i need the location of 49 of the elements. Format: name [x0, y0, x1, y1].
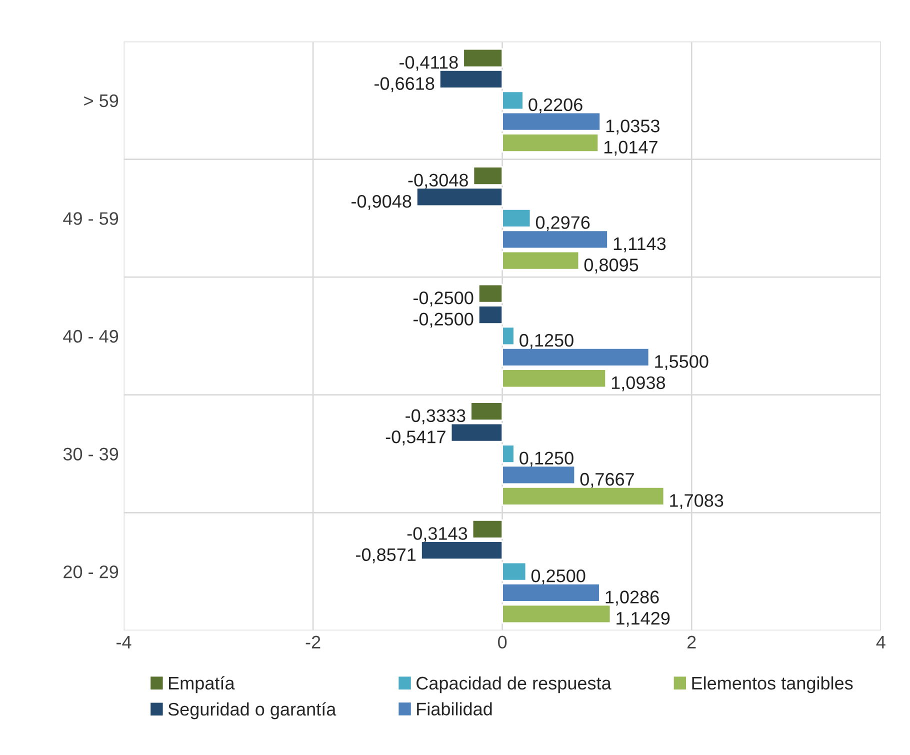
data-label: 0,8095: [584, 258, 638, 274]
data-label: 1,0938: [612, 376, 666, 392]
data-label: 1,5500: [655, 355, 708, 370]
bar: [502, 486, 665, 506]
data-label: 1,1429: [616, 612, 670, 627]
data-label: 1,0147: [604, 140, 658, 156]
x-tick-label: -4: [116, 636, 132, 648]
x-tick-label: 0: [498, 636, 507, 649]
data-label: -0,6618: [374, 77, 434, 92]
data-label: -0,9048: [352, 194, 412, 210]
data-label: 0,1250: [520, 452, 574, 467]
y-tick-label: 49 - 59: [63, 212, 118, 225]
data-label: -0,3048: [408, 174, 468, 189]
legend-label: Elementos tangibles: [692, 676, 853, 694]
legend-label: Seguridad o garantía: [168, 702, 336, 720]
data-label: -0,2500: [414, 312, 474, 328]
data-label: 0,1250: [520, 334, 574, 349]
bar: [462, 48, 504, 68]
data-label: 1,0286: [606, 590, 659, 606]
data-label: -0,3333: [406, 409, 466, 424]
legend-label: Fiabilidad: [417, 702, 492, 716]
data-label: 0,2206: [528, 98, 582, 114]
x-tick-label: 4: [876, 636, 886, 648]
bar: [502, 562, 527, 582]
x-tick-label: -2: [306, 636, 320, 648]
y-tick-label: 20 - 29: [64, 565, 118, 578]
data-label: -0,3143: [407, 527, 468, 542]
data-label: -0,5417: [386, 430, 446, 446]
data-label: 0,2500: [531, 569, 586, 584]
bar: [470, 402, 504, 422]
data-label: -0,4118: [400, 56, 458, 71]
data-label: 1,0353: [606, 120, 660, 134]
data-label: -0,8571: [356, 548, 416, 564]
bar: [472, 166, 504, 186]
legend-label: Empatía: [169, 676, 235, 694]
bar: [502, 250, 580, 270]
y-tick-label: 30 - 39: [63, 448, 118, 460]
data-label: -0,2500: [414, 292, 474, 306]
data-label: 1,1143: [614, 237, 666, 252]
data-label: 0,2976: [536, 216, 590, 232]
x-tick-label: 2: [687, 636, 696, 648]
y-tick-label: > 59: [84, 94, 118, 108]
y-tick-label: 40 - 49: [63, 330, 118, 343]
data-label: 1,7083: [670, 494, 724, 510]
bar: [502, 465, 576, 485]
bar: [502, 326, 515, 346]
legend-label: Capacidad de respuesta: [416, 676, 612, 694]
bar: [416, 187, 504, 207]
data-label: 0,7667: [580, 472, 634, 488]
